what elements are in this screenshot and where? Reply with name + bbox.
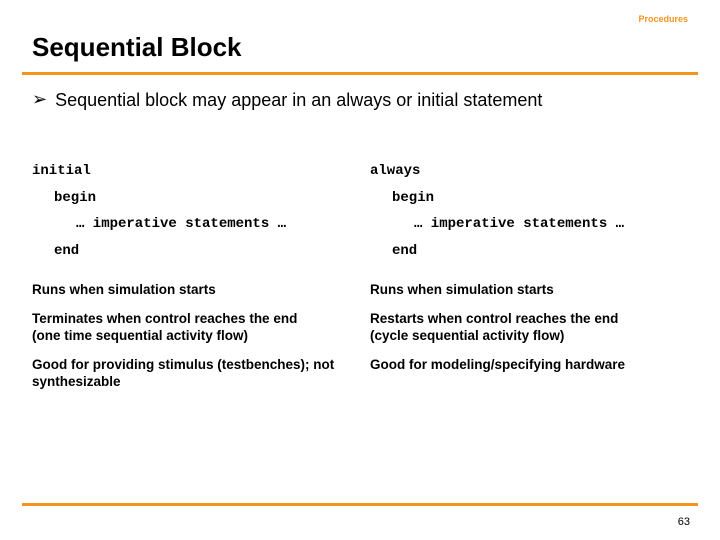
desc-para: Runs when simulation starts bbox=[32, 282, 350, 299]
desc-para: Restarts when control reaches the end(cy… bbox=[370, 311, 688, 345]
two-column-layout: initial begin … imperative statements … … bbox=[32, 158, 688, 403]
slide-title: Sequential Block bbox=[32, 32, 242, 63]
code-line: … imperative statements … bbox=[370, 211, 688, 238]
bullet-text: Sequential block may appear in an always… bbox=[55, 88, 542, 112]
bullet-arrow-icon: ➢ bbox=[32, 88, 47, 111]
left-column: initial begin … imperative statements … … bbox=[32, 158, 360, 403]
code-line: … imperative statements … bbox=[32, 211, 350, 238]
description-block: Runs when simulation starts Terminates w… bbox=[32, 282, 350, 390]
bullet-item: ➢ Sequential block may appear in an alwa… bbox=[32, 88, 688, 112]
code-line: end bbox=[370, 238, 688, 265]
code-line: end bbox=[32, 238, 350, 265]
code-line: always bbox=[370, 158, 688, 185]
code-line: initial bbox=[32, 158, 350, 185]
desc-para: Terminates when control reaches the end(… bbox=[32, 311, 350, 345]
code-line: begin bbox=[32, 185, 350, 212]
footer-underline bbox=[22, 503, 698, 506]
page-number: 63 bbox=[678, 516, 690, 528]
desc-para: Runs when simulation starts bbox=[370, 282, 688, 299]
section-label: Procedures bbox=[638, 14, 688, 24]
desc-para: Good for providing stimulus (testbenches… bbox=[32, 357, 350, 391]
code-line: begin bbox=[370, 185, 688, 212]
description-block: Runs when simulation starts Restarts whe… bbox=[370, 282, 688, 374]
title-underline bbox=[22, 72, 698, 75]
desc-para: Good for modeling/specifying hardware bbox=[370, 357, 688, 374]
right-column: always begin … imperative statements … e… bbox=[360, 158, 688, 403]
